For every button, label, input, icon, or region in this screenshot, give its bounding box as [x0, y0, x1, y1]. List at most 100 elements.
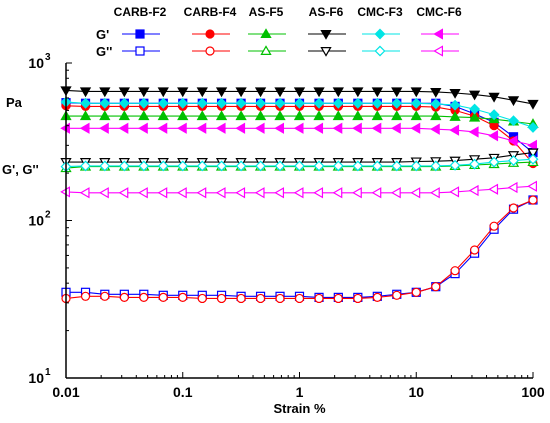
carb-f4-g-double-prime-point-24 — [528, 195, 538, 205]
as-f5-g-prime-point-8 — [215, 110, 228, 121]
cmc-f3-g-prime-point-8 — [216, 97, 228, 109]
as-f5-g-prime-point-2 — [99, 110, 111, 121]
cmc-f3-g-double-prime-point-7 — [196, 160, 208, 172]
carb-f4-g-double-prime-point-3 — [119, 292, 129, 302]
legend-column-label: CMC-F6 — [416, 5, 462, 19]
cmc-f3-g-prime-point-22 — [488, 109, 500, 121]
carb-f4-g-double-prime-point-22 — [489, 221, 499, 231]
legend-cmc-f6-g-double-prime-marker — [433, 45, 443, 57]
as-f5-g-prime-point-7 — [196, 110, 208, 121]
cmc-f6-g-double-prime-point-2 — [99, 187, 109, 199]
y-tick-label: 10 — [28, 55, 44, 71]
as-f6-g-prime-point-18 — [410, 87, 422, 98]
x-tick-label: 0.1 — [173, 384, 193, 400]
legend-row-label: G' — [96, 27, 109, 42]
as-f5-g-prime-point-4 — [138, 110, 150, 121]
cmc-f3-g-prime-point-3 — [118, 97, 130, 109]
y-axis-label: G', G'' — [2, 162, 39, 177]
cmc-f6-g-prime-point-21 — [468, 126, 479, 138]
plot-area — [60, 86, 539, 304]
cmc-f6-g-prime-point-15 — [352, 122, 362, 134]
as-f5-g-prime-point-6 — [177, 110, 189, 121]
cmc-f3-g-prime-point-10 — [255, 97, 267, 109]
carb-f4-g-double-prime-point-18 — [411, 287, 421, 297]
as-f5-g-prime-point-11 — [274, 110, 286, 121]
as-f6-g-prime-point-13 — [313, 87, 325, 98]
as-f5-g-prime-point-15 — [352, 110, 364, 121]
x-tick-label: 100 — [521, 384, 545, 400]
as-f6-g-prime-point-2 — [99, 87, 111, 98]
legend-carb-f4-g-prime-marker — [205, 29, 215, 39]
legend-column-label: CARB-F4 — [184, 5, 237, 19]
cmc-f6-g-double-prime-point-5 — [157, 187, 168, 199]
as-f5-g-prime-point-19 — [430, 110, 442, 121]
cmc-f3-g-prime-point-15 — [352, 97, 364, 109]
carb-f4-g-double-prime-point-16 — [372, 292, 382, 302]
cmc-f3-g-prime-point-9 — [235, 97, 247, 109]
cmc-f3-g-prime-point-4 — [138, 97, 150, 109]
legend-as-f6-g-double-prime-marker — [320, 46, 332, 57]
as-f5-g-prime-point-1 — [79, 110, 92, 121]
cmc-f3-g-prime-point-23 — [508, 115, 519, 127]
cmc-f6-g-double-prime-point-23 — [507, 181, 518, 194]
cmc-f6-g-double-prime-point-11 — [274, 187, 285, 199]
cmc-f3-g-double-prime-point-10 — [255, 160, 267, 172]
cmc-f6-g-prime-point-14 — [332, 122, 343, 134]
cmc-f6-g-double-prime-point-18 — [410, 187, 421, 199]
cmc-f3-g-prime-point-14 — [332, 97, 344, 109]
as-f6-g-prime-point-22 — [488, 92, 500, 103]
carb-f4-g-double-prime-point-5 — [158, 292, 168, 302]
as-f6-g-prime-point-16 — [371, 87, 383, 98]
cmc-f3-g-double-prime-point-1 — [80, 160, 91, 172]
carb-f4-g-double-prime-point-13 — [314, 293, 324, 304]
cmc-f3-g-prime-point-2 — [99, 97, 111, 109]
as-f5-g-prime-point-16 — [371, 110, 383, 121]
carb-f2-g-double-prime-line — [66, 199, 534, 298]
carb-f4-g-double-prime-point-1 — [80, 291, 91, 301]
as-f6-g-prime-point-17 — [391, 87, 403, 98]
carb-f4-g-double-prime-point-2 — [100, 291, 110, 301]
cmc-f3-g-double-prime-point-16 — [371, 160, 383, 172]
as-f6-g-prime-point-7 — [196, 87, 208, 98]
cmc-f3-g-double-prime-point-6 — [177, 160, 189, 172]
cmc-f6-g-prime-point-13 — [313, 122, 324, 134]
cmc-f3-g-double-prime-point-18 — [410, 160, 422, 172]
carb-f4-g-double-prime-point-7 — [197, 293, 207, 304]
as-f6-g-prime-point-15 — [352, 87, 364, 98]
legend-column-label: AS-F6 — [309, 5, 344, 19]
cmc-f3-g-prime-point-19 — [430, 98, 442, 110]
as-f6-g-prime-point-23 — [507, 96, 520, 107]
as-f6-g-prime-point-19 — [430, 87, 442, 98]
cmc-f6-g-double-prime-point-12 — [293, 187, 304, 199]
as-f6-g-prime-point-3 — [118, 87, 130, 98]
cmc-f3-g-prime-point-12 — [294, 97, 305, 109]
carb-f4-g-double-prime-point-9 — [236, 293, 246, 304]
carb-f4-g-double-prime-line — [65, 199, 534, 299]
cmc-f6-g-prime-point-24 — [527, 139, 538, 151]
cmc-f6-g-double-prime-point-19 — [429, 187, 440, 199]
cmc-f6-g-double-prime-point-4 — [138, 187, 148, 199]
as-f6-g-prime-point-20 — [449, 88, 461, 99]
as-f6-g-prime-point-21 — [468, 90, 481, 101]
cmc-f6-g-prime-point-20 — [449, 124, 460, 136]
legend-carb-f4-g-double-prime-marker — [205, 46, 215, 56]
cmc-f3-g-double-prime-point-17 — [391, 160, 403, 172]
cmc-f3-g-prime-point-13 — [313, 97, 325, 109]
legend-column-label: AS-F5 — [249, 5, 284, 19]
cmc-f6-g-prime-point-2 — [99, 122, 109, 134]
cmc-f6-g-prime-point-23 — [507, 135, 518, 147]
y-axis-unit: Pa — [6, 95, 23, 110]
legend-as-f5-g-prime-marker — [260, 28, 272, 39]
carb-f4-g-double-prime-point-12 — [294, 293, 305, 304]
cmc-f6-g-prime-point-4 — [138, 122, 148, 134]
carb-f4-g-double-prime-point-4 — [139, 292, 149, 302]
cmc-f6-g-prime-point-5 — [157, 122, 168, 134]
legend: CARB-F2 CARB-F4 AS-F5 AS-F6 CMC-F3 CMC-F6 G' G'… — [96, 5, 462, 59]
cmc-f6-g-double-prime-point-24 — [527, 180, 538, 192]
carb-f4-g-double-prime-point-19 — [431, 282, 441, 292]
cmc-f6-g-double-prime-point-22 — [488, 183, 499, 195]
carb-f4-g-double-prime-point-10 — [255, 293, 266, 304]
carb-f4-g-double-prime-point-6 — [178, 292, 188, 302]
y-tick-exponent: 1 — [45, 367, 51, 378]
